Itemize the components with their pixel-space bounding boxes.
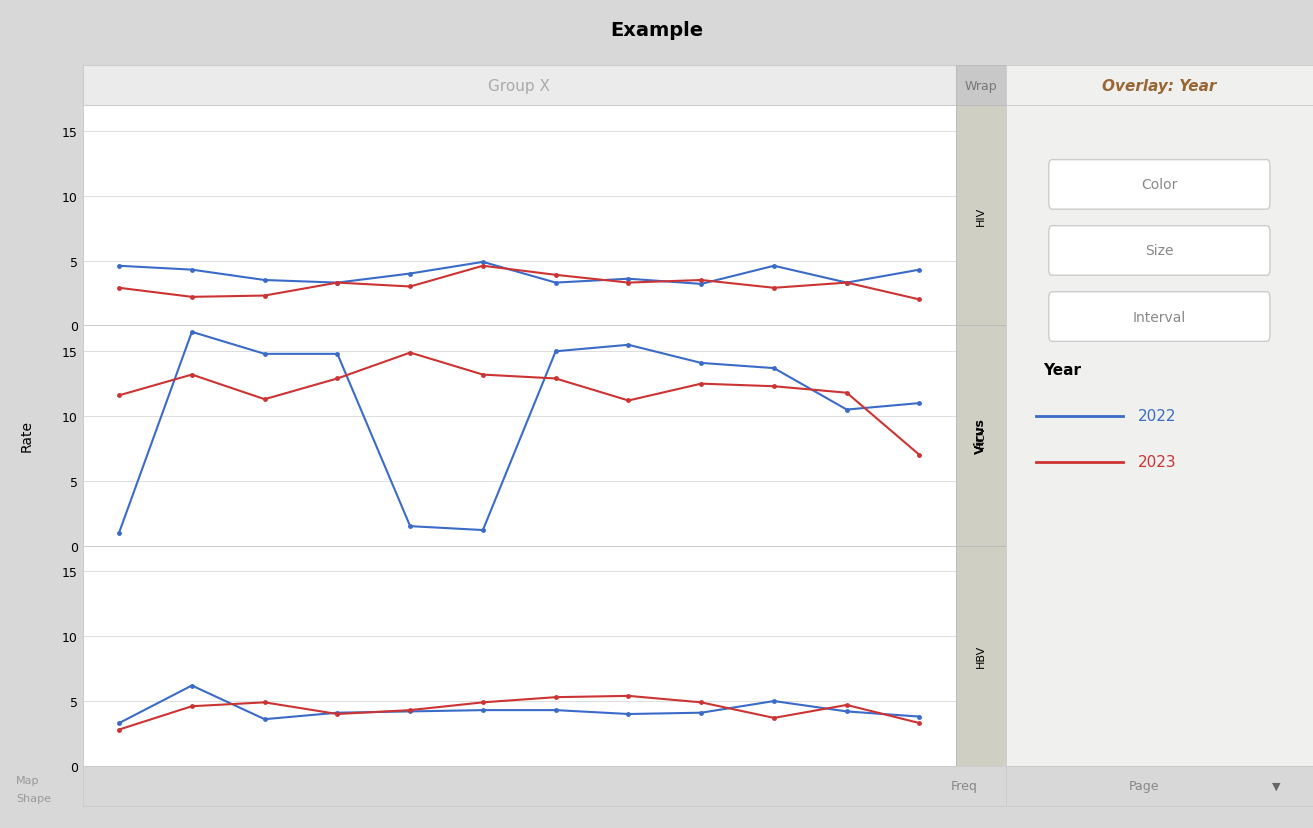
Text: 2023: 2023 [1138,455,1176,469]
Text: Virus: Virus [974,418,987,454]
Text: Shape: Shape [16,792,51,802]
FancyBboxPatch shape [1049,292,1270,342]
Text: Group X: Group X [488,79,550,94]
Text: Year: Year [1043,363,1081,378]
Text: Rate: Rate [20,420,33,452]
Text: Color: Color [1141,178,1178,192]
Text: HIV: HIV [976,206,986,225]
Text: Page: Page [1129,779,1159,792]
Text: Interval: Interval [1133,310,1186,324]
FancyBboxPatch shape [1049,161,1270,210]
FancyBboxPatch shape [1049,226,1270,276]
Text: Size: Size [1145,244,1174,258]
Text: Freq: Freq [951,779,978,792]
Text: HCV: HCV [976,424,986,448]
Text: Map: Map [16,775,39,785]
Text: 2022: 2022 [1138,409,1176,424]
Text: Wrap: Wrap [965,79,997,93]
Text: Example: Example [611,21,702,40]
X-axis label: Month: Month [498,794,541,808]
Text: Overlay: Year: Overlay: Year [1102,79,1217,94]
Text: ▼: ▼ [1272,781,1280,791]
Text: HBV: HBV [976,644,986,667]
